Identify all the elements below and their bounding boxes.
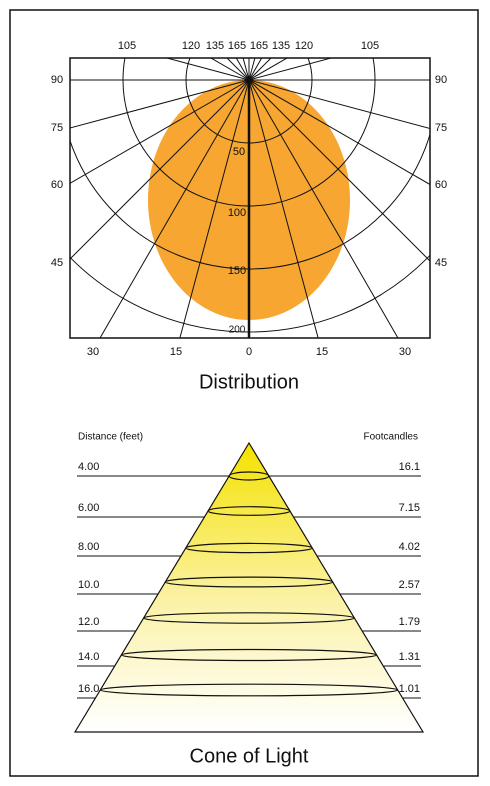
angle-label: 30 bbox=[87, 346, 99, 358]
angle-label: 90 bbox=[435, 74, 447, 86]
distance-label: 6.00 bbox=[78, 502, 99, 514]
grid-ray bbox=[248, 79, 319, 338]
light-ring bbox=[99, 683, 399, 697]
angle-label: 165 bbox=[228, 40, 246, 52]
footcandle-label: 7.15 bbox=[399, 502, 420, 514]
distance-label: 4.00 bbox=[78, 461, 99, 473]
intensity-label: 200 bbox=[229, 325, 246, 336]
distance-label: 10.0 bbox=[78, 579, 99, 591]
light-ring bbox=[185, 542, 313, 554]
grid-ray bbox=[70, 79, 250, 184]
angle-label: 105 bbox=[118, 40, 136, 52]
light-ring bbox=[120, 648, 378, 662]
angle-label: 120 bbox=[295, 40, 313, 52]
angle-label: 165 bbox=[250, 40, 268, 52]
distance-header: Distance (feet) bbox=[78, 432, 143, 443]
angle-label: 30 bbox=[399, 346, 411, 358]
light-ring bbox=[207, 506, 291, 516]
grid-ray bbox=[179, 79, 250, 338]
grid-ray bbox=[99, 79, 250, 338]
cone-title: Cone of Light bbox=[190, 745, 309, 767]
intensity-label: 50 bbox=[233, 146, 245, 158]
angle-label: 105 bbox=[361, 40, 379, 52]
angle-label: 90 bbox=[51, 74, 63, 86]
angle-label: 75 bbox=[51, 122, 63, 134]
footcandle-label: 4.02 bbox=[399, 541, 420, 553]
frame bbox=[9, 9, 479, 777]
grid-ray bbox=[248, 79, 430, 186]
angle-label: 60 bbox=[435, 179, 447, 191]
grid-ray bbox=[248, 79, 399, 338]
angle-label: 0 bbox=[246, 346, 252, 358]
grid-ray bbox=[248, 79, 430, 130]
footcandles-header: Footcandles bbox=[364, 432, 418, 443]
angle-label: 60 bbox=[51, 179, 63, 191]
intensity-label: 100 bbox=[228, 207, 246, 219]
angle-label: 135 bbox=[272, 40, 290, 52]
distance-label: 16.0 bbox=[78, 683, 99, 695]
distribution-title: Distribution bbox=[199, 371, 299, 393]
grid-ray bbox=[248, 79, 430, 262]
footcandle-label: 1.79 bbox=[399, 616, 420, 628]
angle-label: 15 bbox=[316, 346, 328, 358]
distance-label: 8.00 bbox=[78, 541, 99, 553]
angle-label: 120 bbox=[182, 40, 200, 52]
light-ring bbox=[164, 576, 334, 588]
angle-label: 45 bbox=[435, 257, 447, 269]
footcandle-label: 1.01 bbox=[399, 683, 420, 695]
light-ring bbox=[143, 612, 355, 624]
intensity-label: 150 bbox=[228, 265, 246, 277]
footcandle-label: 16.1 bbox=[399, 461, 420, 473]
angle-label: 45 bbox=[51, 257, 63, 269]
footcandle-label: 1.31 bbox=[399, 651, 420, 663]
distance-label: 12.0 bbox=[78, 616, 99, 628]
footcandle-label: 2.57 bbox=[399, 579, 420, 591]
grid-ray bbox=[70, 79, 250, 129]
grid-ray bbox=[70, 79, 250, 260]
angle-label: 75 bbox=[435, 122, 447, 134]
angle-label: 15 bbox=[170, 346, 182, 358]
angle-label: 135 bbox=[206, 40, 224, 52]
distance-label: 14.0 bbox=[78, 651, 99, 663]
